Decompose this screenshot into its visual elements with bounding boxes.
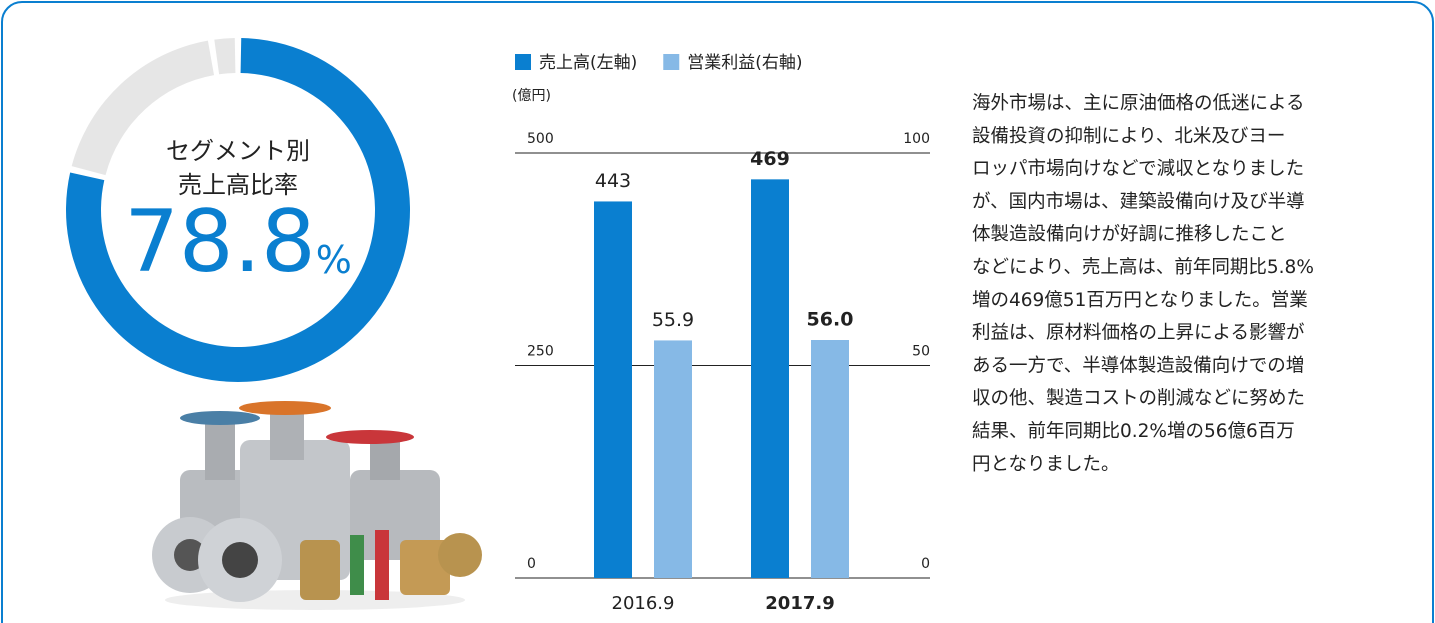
legend-swatch	[515, 54, 531, 70]
paragraph-line: 体製造設備向けが好調に推移したこと	[972, 224, 1287, 245]
legend-swatch	[663, 54, 679, 70]
data-label: 55.9	[652, 309, 694, 331]
data-label: 56.0	[807, 309, 854, 331]
y2-tick-label: 0	[921, 556, 930, 572]
paragraph-line: 増の469億51百万円となりました。営業	[972, 290, 1308, 311]
legend-label: 営業利益(右軸)	[687, 53, 802, 73]
paragraph-line: などにより、売上高は、前年同期比5.8%	[972, 257, 1314, 278]
paragraph-line: 収の他、製造コストの削減などに努めた	[972, 388, 1305, 409]
y-tick-label: 0	[527, 556, 536, 572]
bar	[594, 201, 632, 578]
paragraph-line: 海外市場は、主に原油価格の低迷による	[972, 93, 1304, 114]
paragraph-line: 結果、前年同期比0.2%増の56億6百万	[972, 421, 1295, 442]
y2-tick-label: 50	[912, 344, 930, 360]
paragraph-line: 設備投資の抑制により、北米及びヨー	[972, 126, 1285, 147]
y-tick-label: 500	[527, 131, 554, 147]
bar	[654, 340, 692, 578]
legend-label: 売上高(左軸)	[539, 53, 637, 73]
y2-tick-label: 100	[903, 131, 930, 147]
paragraph-line: ある一方で、半導体製造設備向けでの増	[972, 355, 1304, 376]
data-label: 443	[595, 170, 631, 192]
y-tick-label: 250	[527, 344, 554, 360]
paragraph-line: 利益は、原材料価格の上昇による影響が	[972, 323, 1304, 344]
paragraph-line: 円となりました。	[972, 454, 1119, 475]
paragraph-line: が、国内市場は、建築設備向け及び半導	[972, 191, 1305, 212]
x-tick-label: 2017.9	[765, 593, 834, 614]
bar	[811, 340, 849, 578]
donut-center-label: セグメント別	[166, 137, 310, 165]
page: 海外市場は、主に原油価格の低迷による設備投資の抑制により、北米及びヨーロッパ市場…	[0, 0, 1435, 623]
bar	[751, 179, 789, 578]
data-label: 469	[750, 148, 790, 170]
unit-label: (億円)	[512, 88, 551, 104]
x-tick-label: 2016.9	[612, 593, 675, 614]
panel: 海外市場は、主に原油価格の低迷による設備投資の抑制により、北米及びヨーロッパ市場…	[0, 0, 1435, 623]
paragraph-line: ロッパ市場向けなどで減収となりました	[972, 159, 1304, 180]
